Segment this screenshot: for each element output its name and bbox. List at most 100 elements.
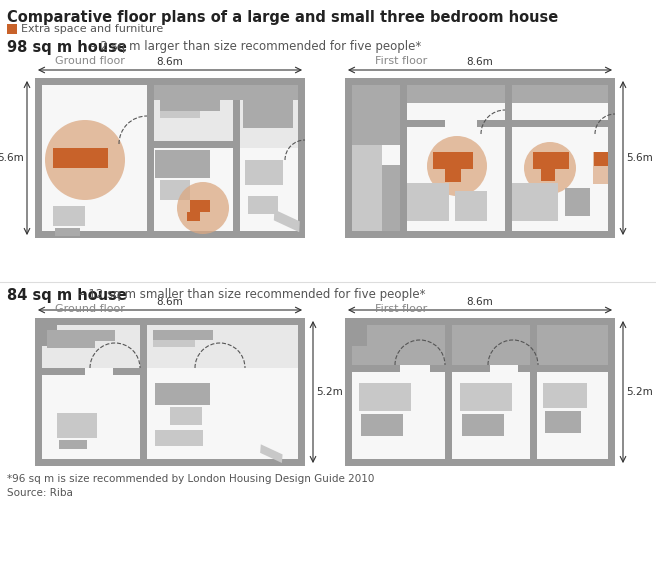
- Bar: [154, 85, 233, 148]
- Text: Source: Riba: Source: Riba: [7, 488, 73, 498]
- Bar: [153, 330, 213, 340]
- Text: 5.6m: 5.6m: [0, 153, 24, 163]
- Text: 8.6m: 8.6m: [466, 297, 493, 307]
- Text: First floor: First floor: [375, 56, 427, 66]
- Bar: [352, 85, 400, 145]
- Bar: [345, 318, 367, 346]
- Bar: [47, 341, 95, 348]
- Bar: [160, 180, 190, 200]
- Text: 8.6m: 8.6m: [157, 297, 184, 307]
- Bar: [541, 169, 555, 181]
- Bar: [407, 183, 449, 221]
- Polygon shape: [274, 209, 300, 232]
- Bar: [382, 165, 400, 231]
- Bar: [85, 368, 113, 375]
- Bar: [359, 383, 411, 411]
- Text: 5.2m: 5.2m: [316, 387, 342, 397]
- Bar: [352, 365, 445, 372]
- Bar: [53, 206, 85, 226]
- Bar: [400, 85, 407, 231]
- Bar: [593, 152, 608, 184]
- Bar: [160, 111, 200, 118]
- Bar: [452, 365, 537, 372]
- Bar: [243, 100, 293, 128]
- Bar: [248, 196, 278, 214]
- Bar: [35, 318, 57, 346]
- Bar: [407, 127, 505, 231]
- Bar: [545, 411, 581, 433]
- Text: Ground floor: Ground floor: [55, 56, 125, 66]
- Circle shape: [177, 182, 229, 234]
- Bar: [537, 372, 608, 459]
- Bar: [565, 188, 590, 216]
- Bar: [155, 430, 203, 446]
- Bar: [42, 85, 298, 231]
- Circle shape: [45, 120, 125, 200]
- Bar: [42, 375, 140, 459]
- Bar: [55, 228, 80, 236]
- Bar: [154, 85, 298, 100]
- Bar: [407, 85, 608, 103]
- Bar: [460, 383, 512, 411]
- Bar: [187, 212, 200, 221]
- Bar: [190, 200, 210, 212]
- Polygon shape: [260, 444, 283, 463]
- Text: 5.6m: 5.6m: [626, 153, 653, 163]
- Bar: [47, 330, 115, 341]
- Bar: [537, 365, 608, 372]
- Bar: [533, 152, 569, 169]
- Bar: [345, 78, 615, 238]
- Text: 5.2m: 5.2m: [626, 387, 653, 397]
- Text: *96 sq m is size recommended by London Housing Design Guide 2010: *96 sq m is size recommended by London H…: [7, 474, 375, 484]
- Bar: [352, 85, 608, 231]
- Bar: [543, 383, 587, 408]
- Bar: [153, 340, 195, 347]
- Text: Comparative floor plans of a large and small three bedroom house: Comparative floor plans of a large and s…: [7, 10, 558, 25]
- Bar: [352, 325, 608, 459]
- Bar: [57, 413, 97, 438]
- Bar: [352, 325, 608, 365]
- Bar: [42, 325, 298, 459]
- Text: – 2 sq m larger than size recommended for five people*: – 2 sq m larger than size recommended fo…: [87, 40, 421, 53]
- Bar: [7, 24, 17, 34]
- Bar: [147, 375, 298, 459]
- Bar: [445, 169, 461, 182]
- Bar: [594, 152, 608, 166]
- Text: 8.6m: 8.6m: [466, 57, 493, 67]
- Bar: [42, 368, 140, 375]
- Bar: [154, 148, 233, 231]
- Bar: [170, 407, 202, 425]
- Bar: [352, 372, 445, 459]
- Bar: [42, 85, 147, 231]
- Bar: [240, 148, 298, 231]
- Bar: [407, 120, 615, 127]
- Bar: [490, 365, 518, 372]
- Bar: [59, 440, 87, 449]
- Bar: [361, 414, 403, 436]
- Text: 98 sq m house: 98 sq m house: [7, 40, 127, 55]
- Bar: [42, 325, 140, 368]
- Bar: [530, 325, 537, 459]
- Text: Ground floor: Ground floor: [55, 304, 125, 314]
- Text: 8.6m: 8.6m: [157, 57, 184, 67]
- Bar: [345, 318, 615, 466]
- Bar: [352, 145, 382, 231]
- Bar: [400, 365, 430, 372]
- Text: First floor: First floor: [375, 304, 427, 314]
- Bar: [160, 100, 220, 111]
- Bar: [147, 85, 154, 231]
- Bar: [462, 414, 504, 436]
- Text: – 12 sq m smaller than size recommended for five people*: – 12 sq m smaller than size recommended …: [75, 288, 426, 301]
- Bar: [245, 160, 283, 185]
- Bar: [240, 85, 298, 148]
- Text: Extra space and furniture: Extra space and furniture: [21, 24, 163, 34]
- Bar: [155, 383, 210, 405]
- Bar: [512, 183, 558, 221]
- Bar: [407, 85, 553, 103]
- Bar: [512, 127, 608, 231]
- Bar: [233, 85, 240, 231]
- Bar: [445, 325, 452, 459]
- Text: 84 sq m house: 84 sq m house: [7, 288, 127, 303]
- Bar: [35, 78, 305, 238]
- Circle shape: [427, 136, 487, 196]
